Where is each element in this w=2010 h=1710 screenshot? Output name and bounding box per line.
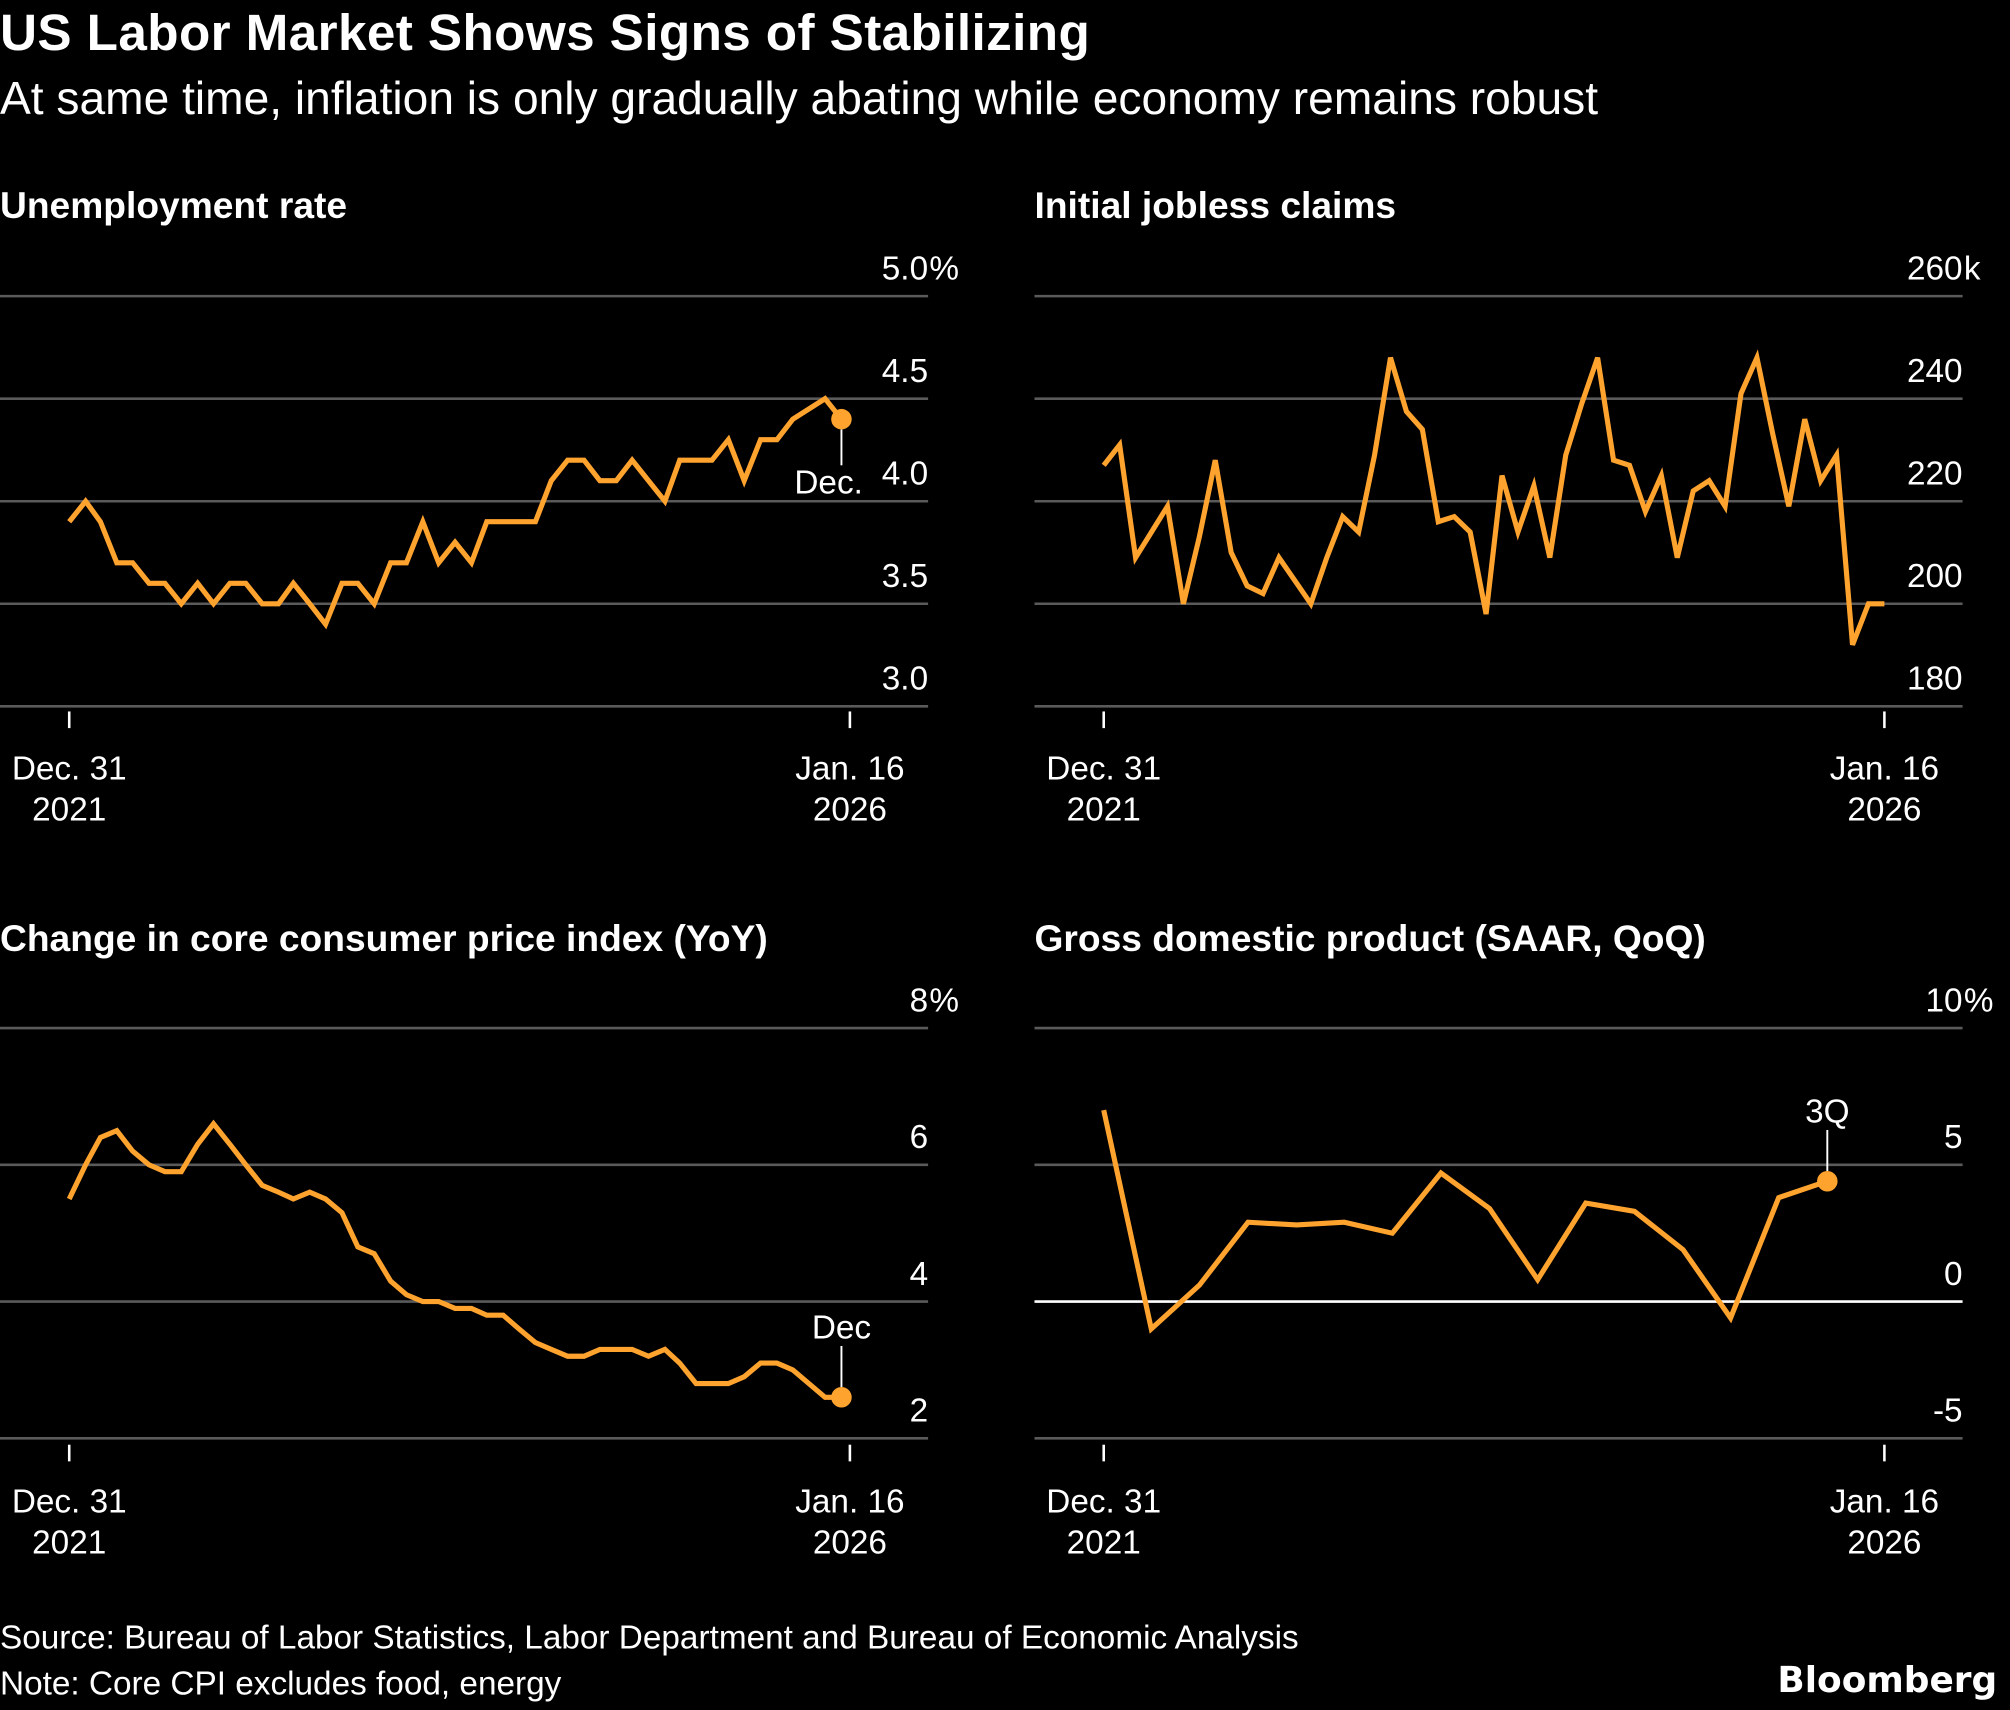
y-unit-label: %	[1964, 982, 1994, 1019]
y-tick-label: 2	[910, 1393, 929, 1430]
x-tick-label: Dec. 31	[1046, 1484, 1161, 1521]
series-line-claims	[1101, 349, 1885, 646]
y-tick-label: 200	[1907, 558, 1963, 595]
y-tick-label: 5	[1944, 1119, 1963, 1156]
x-tick-label: Jan. 16	[1830, 750, 1939, 787]
x-tick-label: 2026	[813, 791, 887, 828]
source-note: Source: Bureau of Labor Statistics, Labo…	[0, 1617, 1299, 1657]
endpoint-marker	[831, 1387, 852, 1408]
series-line-core_cpi	[66, 1119, 842, 1400]
x-tick-label: 2021	[1067, 1525, 1141, 1562]
panel-title-unemployment: Unemployment rate	[0, 185, 348, 227]
y-unit-label: %	[929, 982, 959, 1019]
panel-title-core-cpi: Change in core consumer price index (YoY…	[0, 919, 768, 961]
annotation-label: 3Q	[1805, 1093, 1849, 1130]
endpoint-marker	[831, 408, 852, 430]
y-tick-label: 4	[910, 1256, 929, 1293]
x-tick-label: Jan. 16	[795, 750, 904, 787]
panel-title-gdp: Gross domestic product (SAAR, QoQ)	[1034, 919, 1706, 961]
y-tick-label: 10	[1926, 982, 1963, 1019]
y-unit-label: k	[1964, 250, 1981, 287]
x-tick-label: Dec. 31	[12, 1484, 127, 1521]
y-tick-label: 240	[1907, 353, 1963, 390]
x-tick-label: 2026	[1847, 1525, 1921, 1562]
x-tick-label: Jan. 16	[1830, 1484, 1939, 1521]
y-tick-label: 6	[910, 1119, 929, 1156]
x-tick-label: 2021	[32, 1525, 106, 1562]
y-tick-label: 220	[1907, 456, 1963, 493]
series-line-unemployment	[67, 395, 844, 630]
y-tick-label: 5.0	[882, 250, 928, 287]
x-tick-label: 2021	[1067, 791, 1141, 828]
panel-title-claims: Initial jobless claims	[1034, 185, 1397, 227]
y-tick-label: 0	[1944, 1256, 1963, 1293]
y-tick-label: 4.5	[882, 353, 928, 390]
footnote: Note: Core CPI excludes food, energy	[0, 1663, 562, 1703]
figure-title: US Labor Market Shows Signs of Stabilizi…	[0, 5, 1091, 62]
x-tick-label: 2026	[1847, 791, 1921, 828]
x-tick-label: Dec. 31	[1046, 750, 1161, 787]
x-tick-label: 2021	[32, 791, 106, 828]
y-tick-label: 180	[1907, 661, 1963, 698]
figure-subtitle: At same time, inflation is only graduall…	[0, 71, 1599, 125]
x-tick-label: 2026	[813, 1525, 887, 1562]
y-tick-label: 3.5	[882, 558, 928, 595]
y-tick-label: 4.0	[882, 456, 928, 493]
y-tick-label: 3.0	[882, 661, 928, 698]
x-tick-label: Dec. 31	[12, 750, 127, 787]
endpoint-marker	[1817, 1170, 1838, 1192]
annotation-label: Dec.	[794, 465, 862, 502]
y-tick-label: -5	[1933, 1393, 1963, 1430]
y-tick-label: 8	[910, 982, 929, 1019]
annotation-label: Dec	[812, 1309, 871, 1346]
x-tick-label: Jan. 16	[795, 1484, 904, 1521]
y-unit-label: %	[929, 250, 959, 287]
series-line-gdp	[1101, 1109, 1829, 1334]
y-tick-label: 260	[1907, 250, 1963, 287]
bloomberg-logo: Bloomberg	[1777, 1658, 1998, 1702]
